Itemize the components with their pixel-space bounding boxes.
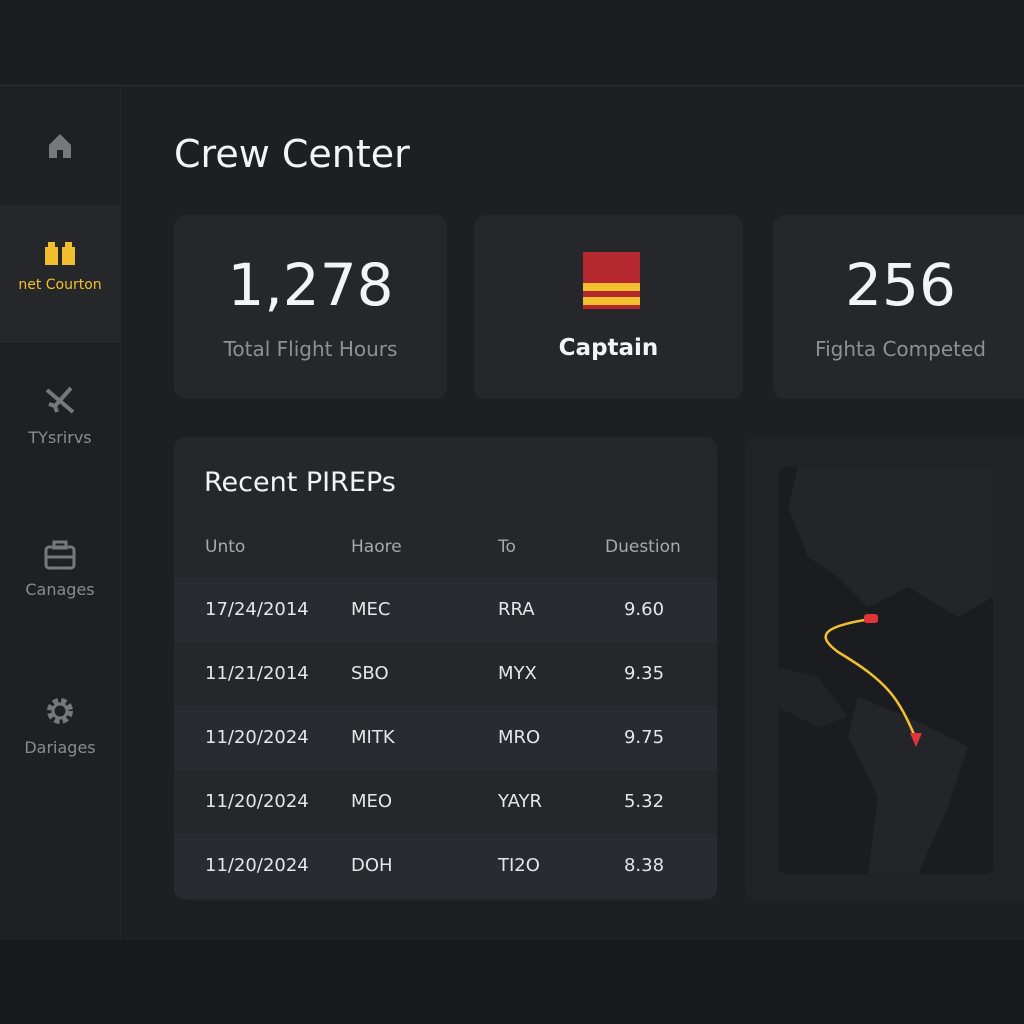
crew-icon — [45, 242, 75, 265]
table-cell: RRA — [498, 599, 535, 620]
nav-item[interactable]: Dariages — [0, 694, 120, 757]
table-cell: 8.38 — [623, 855, 665, 876]
table-title: Recent PIREPs — [204, 467, 396, 498]
nav-label: net Courton — [18, 277, 102, 293]
table-cell: 5.32 — [623, 791, 665, 812]
table-cell: SBO — [351, 663, 389, 684]
stat-label: Fighta Competed — [815, 337, 986, 361]
sidebar: net Courton TYsrirvs Canages Dariages — [0, 86, 121, 940]
table-row: 11/20/2024 MITK MRO 9.75 — [174, 706, 717, 770]
table-cell: 17/24/2014 — [205, 599, 309, 620]
route-map — [778, 467, 993, 874]
table-cell: MEC — [351, 599, 391, 620]
column-header: Duestion — [605, 537, 681, 557]
plane-icon — [45, 386, 75, 414]
column-header: Unto — [205, 537, 246, 557]
table-cell: MYX — [498, 663, 537, 684]
table-cell: 11/20/2024 — [205, 791, 309, 812]
table-row: 11/20/2024 MEO YAYR 5.32 — [174, 770, 717, 834]
stat-label: Total Flight Hours — [223, 337, 398, 361]
table-cell: MRO — [498, 727, 541, 748]
gear-icon — [47, 698, 73, 724]
stat-value: 1,278 — [227, 251, 394, 319]
table-cell: 11/20/2024 — [205, 727, 309, 748]
rank-card: Captain — [474, 215, 743, 399]
table-cell: MEO — [351, 791, 393, 812]
column-header: To — [498, 537, 516, 557]
nav-label: Dariages — [24, 738, 96, 757]
nav-home[interactable] — [0, 132, 120, 172]
stat-value: 256 — [845, 251, 956, 319]
table-row: 11/21/2014 SBO MYX 9.35 — [174, 642, 717, 706]
table-cell: 9.75 — [623, 727, 665, 748]
table-cell: 11/20/2024 — [205, 855, 309, 876]
table-cell: 9.60 — [623, 599, 665, 620]
nav-label: Canages — [25, 580, 95, 599]
rank-label: Captain — [558, 335, 659, 361]
top-bar — [0, 0, 1024, 86]
nav-item[interactable]: net Courton — [0, 205, 120, 343]
page-title: Crew Center — [174, 132, 410, 176]
table-cell: 9.35 — [623, 663, 665, 684]
table-cell: 11/21/2014 — [205, 663, 309, 684]
stat-card: 256 Fighta Competed — [773, 215, 1024, 399]
nav-item[interactable]: TYsrirvs — [0, 384, 120, 447]
table-cell: DOH — [351, 855, 393, 876]
map-card — [745, 437, 1024, 900]
table-row: 17/24/2014 MEC RRA 9.60 — [174, 578, 717, 642]
table-cell: TI2O — [498, 855, 540, 876]
stat-card: 1,278 Total Flight Hours — [174, 215, 447, 399]
column-header: Haore — [351, 537, 402, 557]
home-icon — [49, 134, 71, 158]
rank-insignia — [583, 252, 640, 309]
table-row: 11/20/2024 DOH TI2O 8.38 — [174, 834, 717, 898]
nav-label: TYsrirvs — [28, 428, 92, 447]
table-cell: YAYR — [498, 791, 543, 812]
nav-item[interactable]: Canages — [0, 540, 120, 599]
pireps-card: Recent PIREPs Unto Haore To Duestion 17/24/2… — [174, 437, 717, 900]
table-cell: MITK — [351, 727, 395, 748]
briefcase-icon — [44, 540, 76, 570]
